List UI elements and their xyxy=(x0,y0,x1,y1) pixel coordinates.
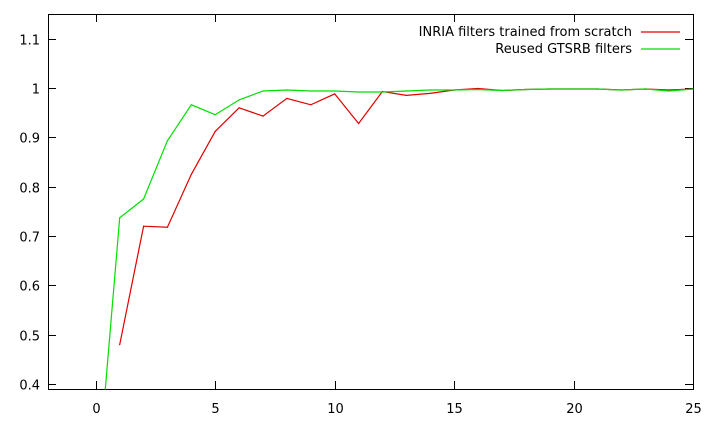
series-2-point xyxy=(310,90,312,92)
y-tick-label: 0.5 xyxy=(19,330,40,345)
legend-label-2: Reused GTSRB filters xyxy=(495,42,632,57)
series-2-point xyxy=(620,89,622,91)
series-2-point xyxy=(501,89,503,92)
series-1-point xyxy=(358,122,360,125)
series-1-point xyxy=(405,94,407,96)
series-2-point xyxy=(405,90,407,92)
series-2-point xyxy=(238,99,240,101)
y-tick-label: 0.9 xyxy=(19,132,40,147)
series-2-point xyxy=(166,140,168,142)
series-2-point xyxy=(190,104,192,106)
series-2-point xyxy=(143,198,145,200)
series-1-point xyxy=(214,130,216,132)
plot-frame xyxy=(48,14,694,390)
series-2-point xyxy=(104,388,106,390)
series-2-point xyxy=(262,90,264,92)
series-2-point xyxy=(596,88,599,90)
y-tick-label: 0.7 xyxy=(19,231,40,246)
series-2-point xyxy=(573,88,575,90)
series-1-point xyxy=(310,104,312,106)
series-1-point xyxy=(143,225,145,227)
series-1-point xyxy=(119,344,121,346)
series-2-point xyxy=(644,88,646,90)
series-1-point xyxy=(477,87,479,90)
x-tick-label: 15 xyxy=(446,402,463,417)
series-1-point xyxy=(166,226,168,228)
series-line-1 xyxy=(119,87,694,345)
series-1-point xyxy=(190,173,192,175)
series-1-point xyxy=(429,92,431,94)
series-2-point xyxy=(429,89,431,91)
series-2-point xyxy=(334,90,336,92)
y-tick-label: 0.6 xyxy=(19,280,40,295)
x-tick-label: 25 xyxy=(685,402,702,417)
series-2-point xyxy=(214,114,216,116)
series-2-point xyxy=(549,88,551,90)
y-axis: 0.4 0.5 0.6 0.7 0.8 0.9 1 1.1 xyxy=(19,34,693,394)
series-2-point xyxy=(692,88,694,90)
series-1-point xyxy=(286,97,288,99)
series-1-point xyxy=(668,89,670,91)
legend-label-1: INRIA filters trained from scratch xyxy=(419,25,632,40)
series-1-point xyxy=(262,115,264,117)
series-2-point xyxy=(453,89,455,91)
y-tick-label: 0.4 xyxy=(19,379,40,394)
x-tick-label: 10 xyxy=(327,402,344,417)
y-tick-label: 1.1 xyxy=(19,34,40,49)
series-2-point xyxy=(286,89,288,91)
y-tick-label: 1 xyxy=(32,83,40,98)
x-tick-label: 20 xyxy=(566,402,583,417)
series-2-point xyxy=(525,88,527,91)
series-line-2 xyxy=(104,88,694,390)
series-1-point xyxy=(334,93,336,95)
series-2-point xyxy=(119,217,121,219)
series-1-point xyxy=(238,107,240,109)
series-2-point xyxy=(477,88,479,91)
series-2-point xyxy=(381,91,383,93)
x-axis: 0 5 10 15 20 25 xyxy=(92,14,702,417)
x-tick-label: 0 xyxy=(92,402,100,417)
series-2-point xyxy=(668,90,670,92)
series-lines xyxy=(104,87,694,390)
y-tick-label: 0.8 xyxy=(19,182,40,197)
legend: INRIA filters trained from scratch Reused… xyxy=(419,25,680,57)
series-2-point xyxy=(358,91,360,93)
x-tick-label: 5 xyxy=(211,402,219,417)
